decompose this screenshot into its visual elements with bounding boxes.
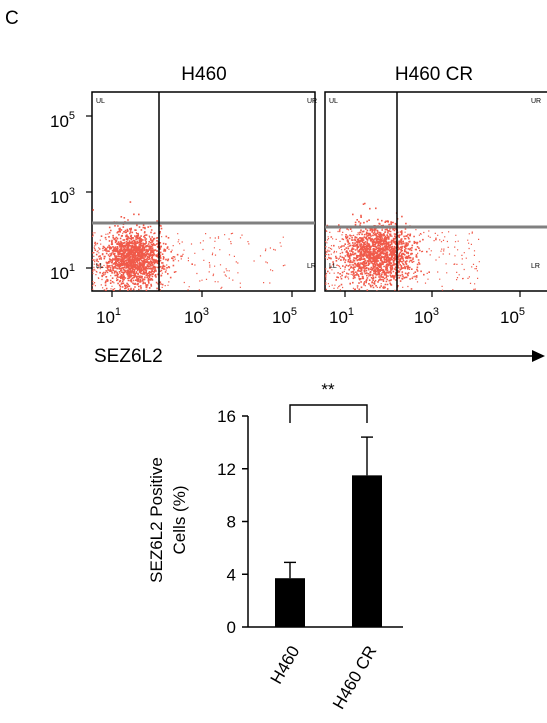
flow-plot-title: H460 CR bbox=[395, 64, 473, 85]
x-category-label: H460 CR bbox=[329, 643, 380, 713]
quadrant-ul: UL bbox=[96, 98, 105, 105]
y-tick-label: 8 bbox=[227, 513, 236, 532]
arrow-head bbox=[532, 350, 545, 362]
y-ticks: 0 4 8 12 16 bbox=[217, 407, 248, 637]
y-tick-label: 16 bbox=[217, 407, 236, 426]
flow-plot-frame bbox=[324, 91, 547, 292]
flow-dots bbox=[92, 201, 286, 291]
x-tick-label: 103 bbox=[184, 306, 209, 327]
quadrant-lr: LR bbox=[531, 263, 540, 270]
quadrant-ll: LL bbox=[329, 263, 337, 270]
quadrant-ll: LL bbox=[96, 263, 104, 270]
x-labels: H460 H460 CR bbox=[267, 643, 381, 713]
significance-bracket: ** bbox=[289, 380, 368, 423]
x-tick-label: 103 bbox=[414, 306, 439, 327]
x-category-label: H460 bbox=[267, 643, 304, 688]
y-tick-label: 0 bbox=[227, 618, 236, 637]
x-tick-label: 105 bbox=[272, 306, 297, 327]
flow-dots bbox=[325, 202, 480, 291]
y-tick-label: 101 bbox=[50, 262, 75, 283]
bar-chart-ylabel: SEZ6L2 Positive bbox=[147, 457, 166, 583]
y-tick-label: 105 bbox=[50, 110, 75, 131]
bar bbox=[352, 475, 382, 627]
flow-plot-h460-cr: H460 CR UL UR LL LR 101 103 105 bbox=[324, 64, 547, 327]
bar bbox=[275, 578, 305, 627]
flow-plot-title: H460 bbox=[181, 64, 226, 85]
quadrant-ul: UL bbox=[329, 98, 338, 105]
bar-chart-ylabel: Cells (%) bbox=[170, 486, 189, 555]
y-tick-label: 4 bbox=[227, 565, 236, 584]
panel-label: C bbox=[5, 8, 19, 29]
dot-cloud bbox=[325, 202, 480, 291]
flow-plot-h460: H460 UL UR LL LR 105 103 101 101 103 105 bbox=[50, 64, 317, 327]
quadrant-lr: LR bbox=[307, 263, 316, 270]
y-tick-label: 103 bbox=[50, 186, 75, 207]
quadrant-ur: UR bbox=[307, 98, 317, 105]
significance-label: ** bbox=[321, 380, 335, 399]
x-tick-label: 101 bbox=[329, 306, 354, 327]
quadrant-ur: UR bbox=[531, 98, 541, 105]
x-tick-label: 105 bbox=[500, 306, 525, 327]
y-tick-label: 12 bbox=[217, 460, 236, 479]
bars bbox=[275, 436, 382, 627]
flow-x-axis-label: SEZ6L2 bbox=[94, 346, 163, 367]
x-tick-label: 101 bbox=[96, 306, 121, 327]
dot-cloud bbox=[92, 201, 286, 291]
